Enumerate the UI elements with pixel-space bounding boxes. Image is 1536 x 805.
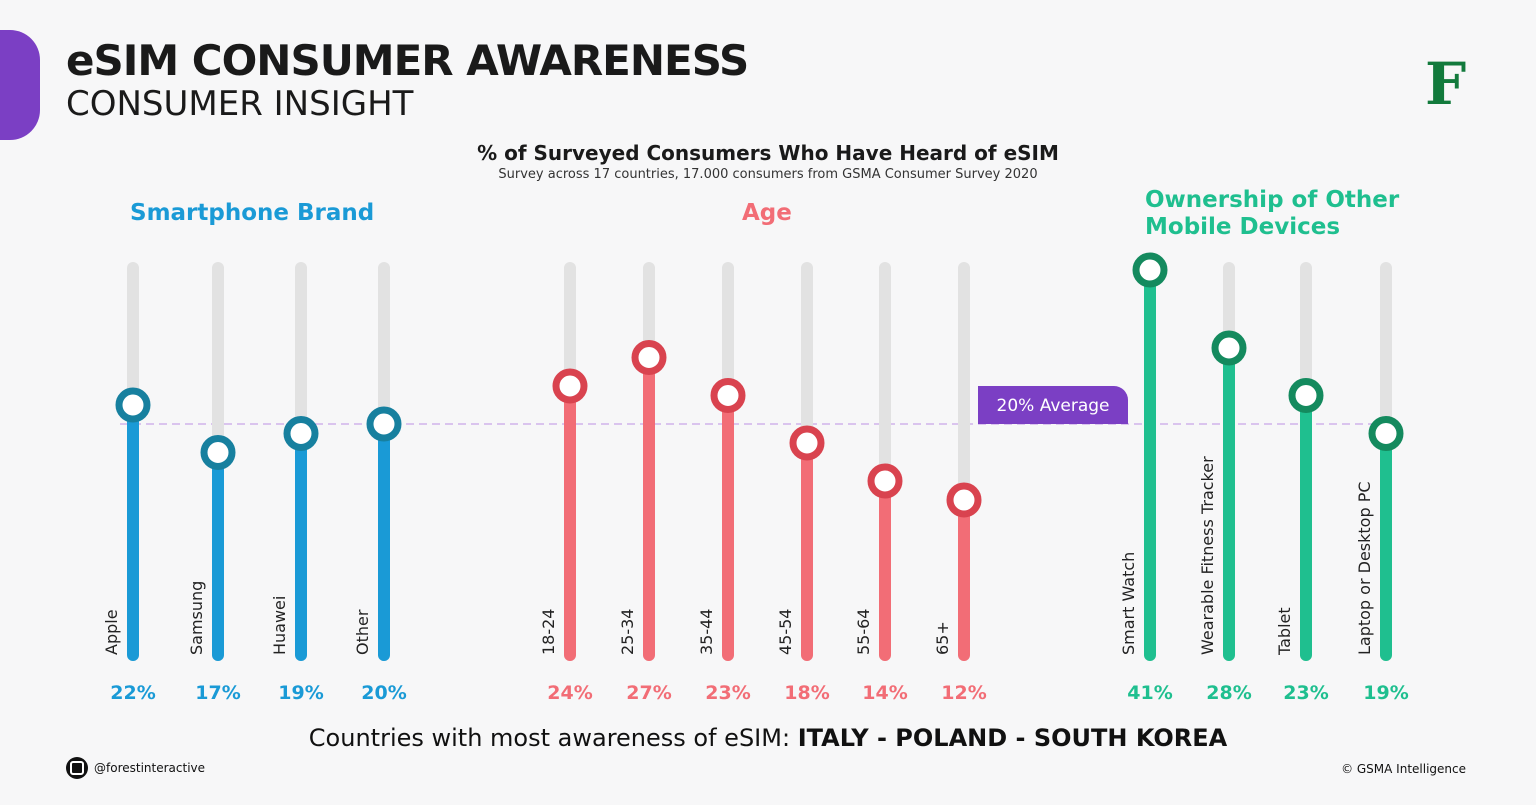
- instagram-handle[interactable]: @forestinteractive: [66, 757, 205, 779]
- bar-marker: [115, 387, 151, 423]
- group-title-brand: Smartphone Brand: [130, 200, 375, 226]
- category-label: 65+: [933, 621, 952, 655]
- category-label: Huawei: [270, 596, 289, 655]
- average-label: 20% Average: [997, 396, 1110, 416]
- category-label: 55-64: [854, 609, 873, 656]
- value-label: 18%: [784, 682, 829, 704]
- countries-line: Countries with most awareness of eSIM: I…: [0, 724, 1536, 752]
- value-label: 22%: [110, 682, 155, 704]
- page-title: eSIM CONSUMER AWARENESS: [66, 36, 749, 85]
- category-label: Other: [353, 609, 372, 655]
- countries-prefix: Countries with most awareness of eSIM:: [308, 724, 798, 752]
- value-label: 23%: [705, 682, 750, 704]
- value-label: 12%: [941, 682, 986, 704]
- category-label: 35-44: [697, 609, 716, 656]
- instagram-text: @forestinteractive: [94, 761, 206, 775]
- bar-marker: [1368, 416, 1404, 451]
- bar-marker: [552, 368, 588, 404]
- chart-title: % of Surveyed Consumers Who Have Heard o…: [477, 141, 1059, 165]
- countries-list: ITALY - POLAND - SOUTH KOREA: [797, 724, 1228, 752]
- value-label: 19%: [1363, 682, 1408, 704]
- category-label: Laptop or Desktop PC: [1355, 481, 1374, 655]
- bar-marker: [1132, 252, 1168, 288]
- category-label: Wearable Fitness Tracker: [1198, 456, 1217, 655]
- value-label: 20%: [361, 682, 406, 704]
- bar-marker: [867, 463, 903, 499]
- bar-marker: [1288, 378, 1324, 413]
- page-subtitle: CONSUMER INSIGHT: [66, 84, 414, 124]
- category-label: Apple: [102, 609, 121, 655]
- bar-marker: [631, 340, 667, 375]
- value-label: 24%: [547, 682, 592, 704]
- forest-logo: F: [1425, 50, 1467, 118]
- bar-marker: [710, 378, 746, 413]
- category-label: 25-34: [618, 609, 637, 656]
- instagram-icon: [66, 757, 88, 779]
- category-label: Tablet: [1275, 607, 1294, 656]
- value-label: 27%: [626, 682, 671, 704]
- value-label: 23%: [1283, 682, 1328, 704]
- copyright: © GSMA Intelligence: [1341, 762, 1466, 776]
- bar-marker: [1211, 330, 1247, 366]
- value-label: 14%: [862, 682, 907, 704]
- bar-marker: [789, 425, 825, 461]
- category-label: Samsung: [187, 581, 206, 655]
- value-label: 41%: [1127, 682, 1172, 704]
- chart-subtitle: Survey across 17 countries, 17.000 consu…: [498, 167, 1038, 182]
- value-label: 28%: [1206, 682, 1251, 704]
- category-label: 45-54: [776, 609, 795, 656]
- bar-marker: [283, 416, 319, 451]
- category-label: Smart Watch: [1119, 552, 1138, 655]
- value-label: 19%: [278, 682, 323, 704]
- bar-marker: [946, 482, 982, 518]
- category-label: 18-24: [539, 609, 558, 656]
- group-title-age: Age: [742, 200, 792, 226]
- value-label: 17%: [195, 682, 240, 704]
- group-title-devices: Ownership of Other Mobile Devices: [1145, 187, 1400, 240]
- average-badge: [978, 386, 1128, 424]
- accent-tab: [0, 30, 40, 140]
- bar-marker: [200, 435, 236, 470]
- bar-marker: [366, 406, 402, 442]
